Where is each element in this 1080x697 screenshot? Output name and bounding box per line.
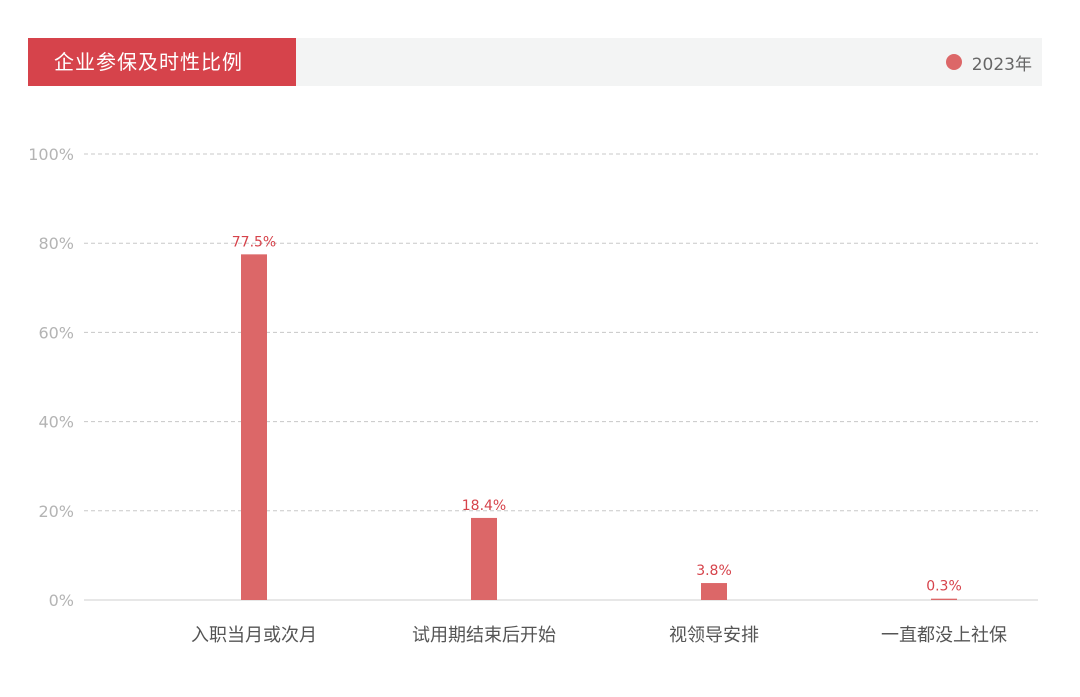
bar bbox=[931, 598, 957, 600]
y-tick-label: 100% bbox=[28, 145, 74, 164]
y-tick-label: 0% bbox=[49, 591, 74, 610]
data-label: 77.5% bbox=[232, 234, 276, 250]
chart-title: 企业参保及时性比例 bbox=[28, 38, 296, 86]
data-label: 0.3% bbox=[926, 579, 962, 595]
y-tick-label: 20% bbox=[38, 502, 74, 521]
bar bbox=[471, 517, 497, 600]
data-label: 18.4% bbox=[462, 498, 506, 514]
legend: 2023年 bbox=[945, 38, 1032, 86]
x-tick-label: 一直都没上社保 bbox=[881, 625, 1007, 646]
data-label: 3.8% bbox=[696, 563, 732, 579]
bar bbox=[701, 583, 727, 600]
x-tick-label: 视领导安排 bbox=[669, 625, 759, 646]
y-tick-label: 80% bbox=[38, 234, 74, 253]
y-tick-label: 40% bbox=[38, 413, 74, 432]
legend-marker bbox=[945, 54, 962, 70]
x-tick-label: 试用期结束后开始 bbox=[412, 625, 556, 646]
bar bbox=[241, 254, 267, 600]
y-tick-label: 60% bbox=[38, 323, 74, 342]
legend-label: 2023年 bbox=[971, 54, 1032, 75]
x-tick-label: 入职当月或次月 bbox=[191, 625, 317, 646]
